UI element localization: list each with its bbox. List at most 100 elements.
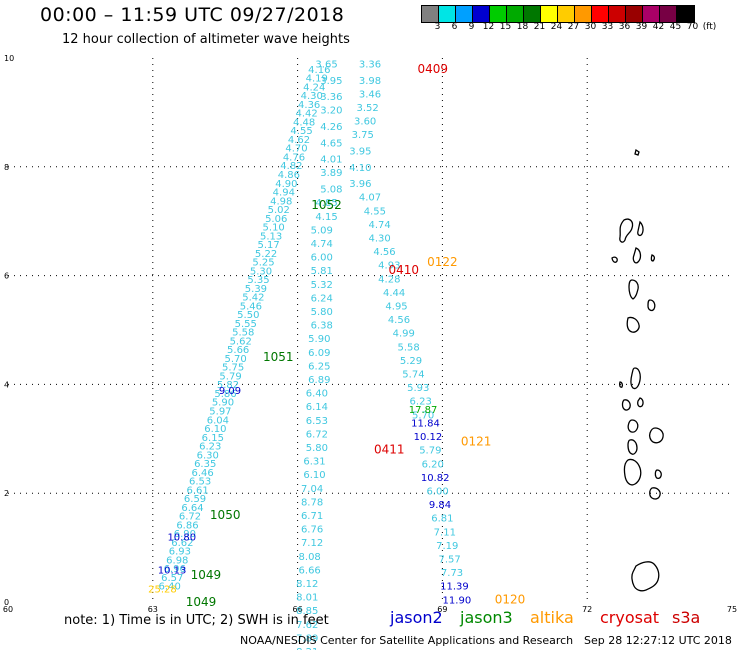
color-scale-label: 9: [468, 22, 475, 32]
y-tick-label: 6: [4, 272, 9, 281]
color-scale-label: 21: [533, 22, 546, 32]
wave-height-value: 4.62: [288, 135, 310, 146]
wave-height-value: 5.70: [412, 410, 434, 421]
wave-height-value: 3.75: [352, 130, 374, 141]
wave-height-value: 8.85: [296, 606, 318, 617]
island-outline: [627, 439, 638, 455]
wave-height-value: 5.08: [320, 185, 342, 196]
wave-height-value: 4.98: [270, 196, 292, 207]
wave-height-value: 5.02: [268, 205, 290, 216]
y-tick-label: 8: [4, 163, 9, 172]
color-scale-label: 24: [550, 22, 563, 32]
color-swatch: [660, 6, 677, 22]
wave-height-value: 4.95: [385, 302, 407, 313]
pass-time-label: 1050: [210, 508, 241, 522]
wave-height-value: 5.90: [308, 334, 330, 345]
wave-height-value: 6.23: [199, 442, 221, 453]
color-swatch: [575, 6, 592, 22]
color-scale-label: 33: [601, 22, 614, 32]
color-swatch: [592, 6, 609, 22]
wave-height-value: 5.80: [306, 443, 328, 454]
wave-height-value: 4.56: [388, 315, 410, 326]
wave-height-value: 7.73: [441, 568, 463, 579]
wave-height-tracks: 6.406.576.966.986.936.626.906.866.726.64…: [148, 59, 525, 650]
color-scale-label: 30: [584, 22, 597, 32]
wave-height-value: 4.93: [378, 261, 400, 272]
axis-tick-labels: 60 63 66 69 72 75 0 2 4 6 8 10: [3, 54, 737, 614]
island-outline: [650, 254, 656, 262]
x-tick-label: 75: [727, 605, 737, 614]
pass-time-label: 1051: [263, 350, 294, 364]
wave-height-value: 8.12: [296, 579, 318, 590]
color-scale-label: 6: [451, 22, 458, 32]
wave-height-value: 3.95: [320, 76, 342, 87]
wave-height-value: 3.89: [320, 168, 342, 179]
color-scale-bar: [421, 5, 695, 23]
wave-height-value: 5.93: [407, 383, 429, 394]
maldives-coastline: [611, 148, 664, 592]
island-outline: [648, 427, 664, 444]
wave-height-value: 4.44: [383, 288, 405, 299]
wave-height-value: 25.28: [148, 584, 177, 595]
wave-height-value: 4.70: [285, 144, 307, 155]
color-swatch: [541, 6, 558, 22]
wave-height-value: 8.21: [296, 647, 318, 650]
island-outline: [618, 381, 624, 388]
color-scale-label: 42: [652, 22, 665, 32]
wave-height-value: 4.86: [278, 170, 300, 181]
wave-height-value: 6.23: [410, 397, 432, 408]
wave-height-value: 5.17: [257, 240, 279, 251]
island-outline: [647, 299, 656, 312]
island-outline: [619, 218, 634, 243]
wave-height-value: 5.80: [311, 307, 333, 318]
wave-height-value: 4.56: [373, 247, 395, 258]
wave-height-value: 9.09: [219, 386, 241, 397]
color-swatch: [473, 6, 490, 22]
wave-height-value: 6.59: [184, 494, 206, 505]
wave-height-value: 6.40: [159, 582, 181, 593]
wave-height-value: 5.32: [311, 280, 333, 291]
wave-height-value: 6.00: [311, 253, 333, 264]
wave-height-value: 5.79: [219, 371, 241, 382]
color-swatch: [609, 6, 626, 22]
wave-height-value: 6.64: [181, 503, 203, 514]
island-outline: [628, 279, 639, 300]
color-scale-label: 27: [567, 22, 580, 32]
wave-height-value: 6.35: [194, 459, 216, 470]
color-swatch: [677, 6, 694, 22]
lat-lon-grid: [8, 58, 732, 602]
wave-height-value: 4.74: [311, 239, 333, 250]
wave-height-value: 6.72: [179, 512, 201, 523]
x-tick-label: 72: [582, 605, 592, 614]
wave-height-value: 4.15: [315, 212, 337, 223]
wave-height-value: 4.01: [320, 155, 342, 166]
legend-item-s3a: s3a: [672, 608, 701, 627]
wave-height-value: 6.53: [306, 416, 328, 427]
wave-height-value: 5.09: [311, 225, 333, 236]
wave-height-value: 6.90: [174, 529, 196, 540]
wave-height-value: 5.70: [224, 354, 246, 365]
wave-height-value: 4.99: [393, 329, 415, 340]
wave-height-value: 5.75: [222, 363, 244, 374]
wave-height-value: 3.95: [349, 146, 371, 157]
wave-height-value: 5.35: [247, 275, 269, 286]
wave-height-value: 5.82: [217, 380, 239, 391]
wave-height-value: 7.11: [434, 527, 456, 538]
wave-height-value: 5.62: [230, 336, 252, 347]
wave-height-value: 4.30: [369, 234, 391, 245]
wave-height-value: 3.36: [320, 92, 342, 103]
color-scale-label: 12: [482, 22, 495, 32]
wave-height-value: 6.24: [311, 293, 333, 304]
wave-height-value: 4.55: [364, 206, 386, 217]
wave-height-value: 4.90: [275, 179, 297, 190]
wave-height-value: 5.22: [255, 249, 277, 260]
x-tick-label: 63: [148, 605, 158, 614]
y-tick-label: 2: [4, 489, 9, 498]
wave-height-value: 3.60: [354, 117, 376, 128]
wave-height-value: 4.74: [369, 220, 391, 231]
wave-height-value: 6.66: [299, 565, 321, 576]
wave-height-value: 5.79: [419, 446, 441, 457]
wave-height-value: 10.12: [414, 432, 443, 443]
wave-height-value: 6.86: [176, 520, 198, 531]
pass-time-label: 0411: [374, 443, 405, 457]
